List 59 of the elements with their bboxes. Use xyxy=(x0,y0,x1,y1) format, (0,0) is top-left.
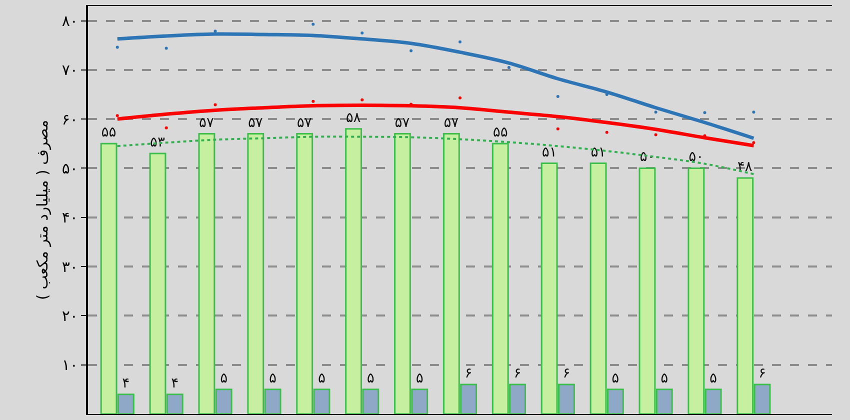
y-tick-label: ۱۰ xyxy=(62,356,78,374)
data-label: ۵ xyxy=(366,370,374,386)
y-tick-label: ۴۰ xyxy=(62,208,78,227)
data-label: ۶ xyxy=(758,366,766,382)
point xyxy=(214,30,217,33)
point xyxy=(605,130,608,134)
point xyxy=(703,111,706,114)
line-series xyxy=(116,136,755,176)
point xyxy=(458,96,462,100)
point xyxy=(312,100,315,103)
data-label: ۵۰ xyxy=(688,149,704,166)
point xyxy=(752,110,756,114)
data-label: ۵۷ xyxy=(198,114,214,131)
y-tick-label: ۷۰ xyxy=(62,61,78,80)
y-tick-label: ۳۰ xyxy=(62,258,78,276)
data-label: ۵ xyxy=(612,370,620,386)
line-series xyxy=(116,104,756,148)
data-label: ۶ xyxy=(562,366,570,382)
data-label: ۵۵ xyxy=(492,124,508,141)
point xyxy=(164,126,168,130)
point xyxy=(654,133,658,136)
y-tick-label: ۲۰ xyxy=(62,306,78,325)
data-label: ۵ xyxy=(220,370,228,386)
point xyxy=(458,40,462,44)
data-label: ۵۷ xyxy=(296,114,312,131)
y-tick-label: ۵۰ xyxy=(62,159,78,178)
data-label: ۵۵ xyxy=(101,124,116,141)
data-label: ۴ xyxy=(171,375,179,392)
point xyxy=(116,46,119,49)
y-axis-title: مصرف ( میلیارد متر مکعب ) xyxy=(34,120,52,300)
point xyxy=(360,32,364,35)
point xyxy=(410,49,413,52)
data-label: ۴۸ xyxy=(737,159,753,176)
data-label: ۵ xyxy=(710,370,718,386)
point xyxy=(507,66,510,69)
data-label: ۶ xyxy=(464,366,472,382)
y-tick-label: ۶۰ xyxy=(62,110,78,128)
data-label: ۵ xyxy=(416,370,424,386)
point xyxy=(164,46,168,50)
data-label: ۴ xyxy=(122,375,130,392)
point xyxy=(312,22,315,26)
data-label: ۵ xyxy=(318,370,326,386)
data-label: ۵ xyxy=(660,370,668,386)
point xyxy=(116,114,119,118)
data-label: ۵۷ xyxy=(444,114,460,131)
point xyxy=(214,103,217,106)
point xyxy=(556,127,560,130)
y-tick-label: ۸۰ xyxy=(62,12,78,30)
point xyxy=(556,94,560,98)
point xyxy=(752,141,756,144)
point xyxy=(360,98,364,102)
data-label: ۵۷ xyxy=(248,114,264,131)
data-label: ۵۱ xyxy=(542,144,557,160)
data-label: ۵۱ xyxy=(590,144,606,160)
data-label: ۵۸ xyxy=(346,110,362,126)
data-label: ۶ xyxy=(514,366,522,382)
point xyxy=(654,110,658,114)
data-label: ۵ xyxy=(269,370,277,386)
data-label: ۵۷ xyxy=(394,114,410,131)
